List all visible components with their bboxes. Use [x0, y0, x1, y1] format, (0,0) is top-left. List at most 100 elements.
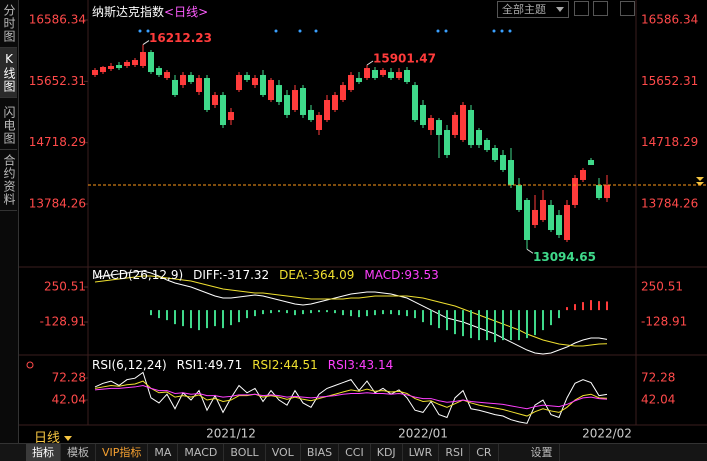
toolbar-tab[interactable]: 模板 — [61, 444, 96, 461]
toolbar-tab[interactable]: VIP指标 — [96, 444, 149, 461]
candle-body — [540, 200, 546, 221]
tool-button[interactable] — [593, 1, 608, 16]
y-tick-label: -128.91 — [40, 315, 86, 329]
toolbar-tab[interactable]: MA — [148, 444, 179, 461]
macd-bar — [230, 310, 232, 326]
candle-body — [484, 139, 490, 151]
candle-body — [404, 70, 410, 83]
candle-body — [180, 74, 186, 86]
legend-name: DEA: — [279, 268, 309, 282]
period-selector[interactable]: 日线 — [34, 427, 73, 446]
legend-name: RSI3: — [327, 358, 359, 372]
toolbar-tab[interactable]: BIAS — [301, 444, 340, 461]
candle-body — [428, 117, 434, 131]
macd-bar — [310, 310, 312, 314]
candle-body — [324, 100, 330, 121]
legend-entry: MACD:93.53 — [364, 268, 438, 282]
annotation-label: 15901.47 — [373, 51, 436, 65]
y-tick-label: 15652.31 — [641, 74, 698, 88]
toolbar-tab[interactable]: KDJ — [371, 444, 403, 461]
legend-name: RSI2: — [252, 358, 284, 372]
candle-body — [548, 204, 554, 231]
candle-body — [532, 209, 538, 226]
macd-bar — [302, 310, 304, 315]
y-tick-label: 72.28 — [641, 370, 675, 384]
macd-bar — [342, 310, 344, 316]
tool-button[interactable] — [574, 1, 589, 16]
macd-bar — [190, 310, 192, 329]
toolbar-tab[interactable]: VOL — [266, 444, 301, 461]
x-tick-label: 2022/02 — [582, 427, 632, 441]
sidebar: 分时图 K线图 闪电图 合约资料 — [0, 0, 19, 443]
indicator-title: RSI(6,12,24) — [92, 358, 167, 372]
indicator-line — [94, 380, 608, 417]
macd-bar — [574, 304, 576, 311]
macd-bar — [382, 310, 384, 315]
macd-bar — [558, 310, 560, 319]
x-tick-label: 2021/12 — [206, 427, 256, 441]
y-tick-label: 250.51 — [44, 280, 86, 294]
candle-body — [516, 185, 522, 210]
macd-bar — [494, 310, 496, 343]
theme-dropdown[interactable]: 全部主题 — [497, 1, 569, 18]
candle-body — [340, 85, 346, 101]
macd-bar — [534, 310, 536, 336]
candle-body — [556, 215, 562, 235]
indicator-title: MACD(26,12,9) — [92, 268, 184, 282]
candle-body — [124, 61, 130, 66]
legend-value: 49.71 — [207, 358, 243, 372]
candle-body — [156, 68, 162, 75]
macd-bar — [422, 310, 424, 323]
macd-bar — [526, 310, 528, 339]
candle-body — [604, 185, 610, 199]
macd-bar — [598, 301, 600, 311]
macd-bar — [358, 310, 360, 318]
settings-icon[interactable] — [26, 361, 34, 369]
toolbar-tab[interactable]: LWR — [403, 444, 440, 461]
candle-body — [524, 200, 530, 240]
toolbar-tab[interactable]: CCI — [339, 444, 371, 461]
instrument-title: 纳斯达克指数 — [92, 5, 165, 19]
candle-body — [588, 160, 594, 166]
y-tick-label: 16586.34 — [29, 13, 86, 27]
candle-body — [572, 178, 578, 205]
macd-bar — [318, 310, 320, 313]
candle-body — [220, 95, 226, 126]
sidebar-tab[interactable]: 合约资料 — [0, 150, 17, 211]
candle-body — [444, 130, 450, 156]
legend-name: DIFF: — [193, 268, 223, 282]
candle-body — [276, 85, 282, 102]
y-tick-label: 13784.26 — [29, 196, 86, 210]
toolbar-tab[interactable]: CR — [470, 444, 499, 461]
macd-bar — [374, 310, 376, 316]
sidebar-tab[interactable]: K线图 — [0, 48, 17, 98]
candle-body — [420, 104, 426, 126]
sidebar-tab[interactable]: 闪电图 — [0, 98, 17, 150]
indicator-line — [94, 275, 608, 347]
candle-body — [244, 74, 250, 80]
candle-body — [108, 65, 114, 70]
toolbar-tab[interactable]: BOLL — [224, 444, 266, 461]
sidebar-tab[interactable]: 分时图 — [0, 0, 17, 48]
candle-body — [356, 78, 362, 83]
candle-body — [388, 72, 394, 79]
toolbar-tab[interactable]: 设置 — [525, 444, 560, 461]
toolbar-tab[interactable]: MACD — [178, 444, 225, 461]
legend-entry: DIFF:-317.32 — [193, 268, 269, 282]
macd-bar — [454, 310, 456, 335]
macd-bar — [390, 310, 392, 315]
y-tick-label: 42.04 — [52, 393, 86, 407]
candle-body — [364, 68, 370, 79]
annotation-leader — [142, 40, 150, 45]
macd-bar — [486, 310, 488, 341]
tool-button[interactable] — [620, 1, 635, 16]
candle-body — [100, 66, 106, 73]
macd-bar — [414, 310, 416, 319]
candle-body — [580, 169, 586, 180]
candle-body — [348, 74, 354, 91]
toolbar-tab[interactable]: RSI — [439, 444, 471, 461]
toolbar-tab[interactable]: 指标 — [26, 444, 61, 461]
theme-label: 全部主题 — [502, 3, 546, 16]
x-tick-label: 2022/01 — [398, 427, 448, 441]
